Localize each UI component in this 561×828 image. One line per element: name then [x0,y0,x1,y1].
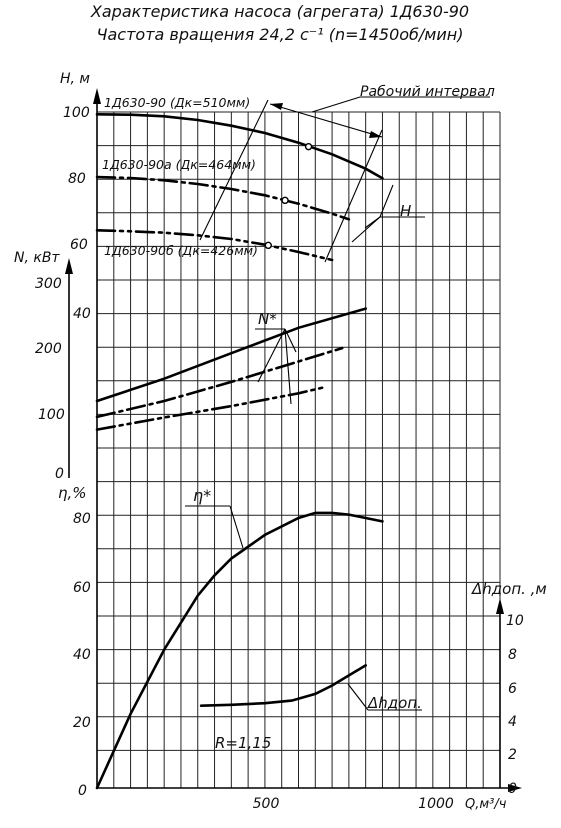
h-curve-1 [95,175,351,221]
label-eta-star: η* [193,486,211,505]
h-axis-arrow [93,88,101,104]
label-n-star: N* [258,310,277,328]
interval-arrow-line [269,103,383,138]
title-line-2: Частота вращения 24,2 с⁻¹ (n=1450об/мин) [97,25,464,44]
n-tick-200: 200 [35,341,62,357]
interval-arrow-right [369,131,382,138]
label-working-interval: Рабочий интервал [360,84,495,100]
marks [185,96,490,711]
n-tick-100: 100 [38,407,65,423]
operating-point-0 [304,142,313,151]
h-axis-label: H, м [60,71,90,87]
n-star-leader-3 [284,328,292,405]
eta-axis-label: η,% [58,484,87,502]
dh-tick-2: 2 [508,747,517,763]
n-curve-1 [95,346,344,419]
dh-tick-6: 6 [508,681,517,697]
dh-axis-label: Δhдоп. ,м [471,580,547,598]
axes [65,88,522,792]
n-axis-label: N, кВт [14,250,60,266]
dh-curve-0 [199,664,368,708]
eta-tick-60: 60 [73,580,91,596]
interval-leader-1 [311,96,361,113]
eta-tick-80: 80 [73,511,91,527]
eta-tick-40: 40 [73,647,91,663]
h-tick-60: 60 [70,237,88,253]
interval-right-boundary [324,129,383,263]
label-h-curve-426: 1Д630-90б (Дк=426мм) [104,243,258,258]
eta-curve-0 [95,511,384,790]
grid [97,111,501,788]
label-h: H [400,202,411,220]
n-tick-0: 0 [55,466,64,482]
x-axis-label: Q,м³/ч [465,797,507,812]
dh-tick-10: 10 [506,613,524,629]
h-tick-100: 100 [63,105,90,121]
dh-tick-8: 8 [508,647,517,663]
title-line-1: Характеристика насоса (агрегата) 1Д630-9… [90,2,469,21]
label-r-coefficient: R=1,15 [215,734,271,752]
x-axis-arrow [508,784,522,792]
n-axis-arrow [65,258,73,274]
h-curve-0 [95,113,384,180]
h-leader-3 [351,216,381,243]
eta-star-leader [229,505,244,549]
interval-left-boundary [199,99,269,241]
dh-tick-0: 0 [508,781,517,797]
x-tick-500: 500 [253,796,280,812]
n-tick-300: 300 [35,276,62,292]
operating-point-1 [281,196,289,205]
h-tick-40: 40 [73,306,91,322]
operating-point-2 [264,241,272,250]
eta-tick-20: 20 [73,715,91,731]
curves [95,113,384,790]
label-dh: Δhдоп. [367,694,422,712]
interval-arrow-left [270,103,283,110]
dh-axis-arrow [496,598,504,614]
label-h-curve-510: 1Д630-90 (Дк=510мм) [104,95,250,110]
eta-tick-0: 0 [78,783,87,799]
n-curve-0 [95,307,368,403]
dh-leader [347,683,369,711]
x-tick-1000: 1000 [418,796,454,812]
dh-tick-4: 4 [508,714,517,730]
h-leader-1 [379,184,394,218]
n-star-leader-2 [257,328,286,383]
h-tick-80: 80 [68,171,86,187]
h-curve-2 [95,229,334,262]
label-h-curve-464: 1Д630-90а (Дк=464мм) [102,157,256,172]
n-curve-2 [95,385,327,431]
n-star-leader-1 [284,328,297,353]
